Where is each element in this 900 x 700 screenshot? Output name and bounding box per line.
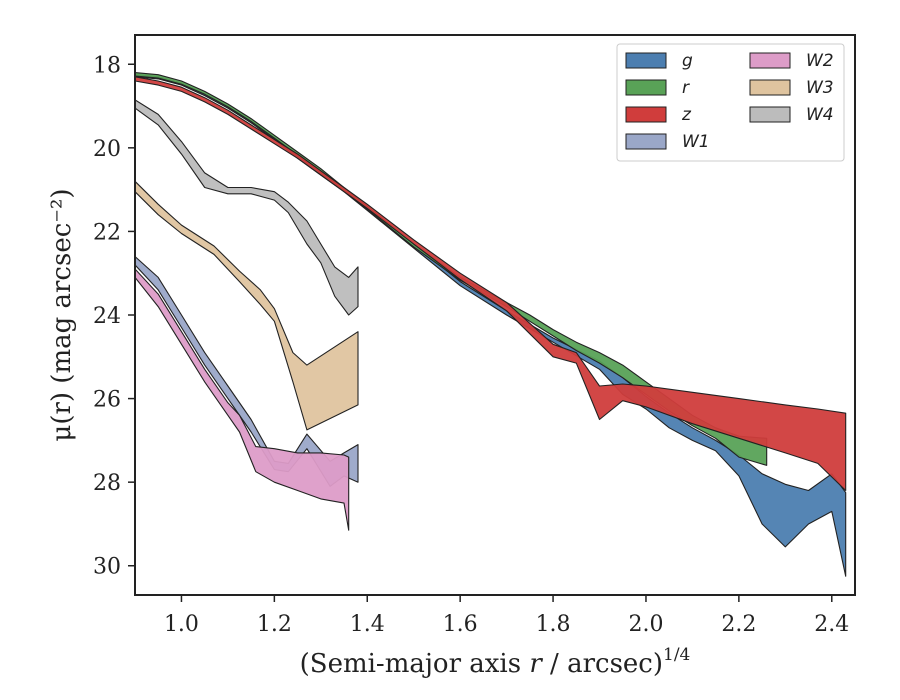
legend-box xyxy=(616,43,845,162)
series-bands xyxy=(135,72,847,577)
legend-swatch-w2 xyxy=(749,52,791,69)
legend-label-w4: W4 xyxy=(806,105,834,125)
y-tick-label: 18 xyxy=(93,53,121,78)
y-tick-label: 28 xyxy=(93,471,121,496)
legend-swatch-g xyxy=(625,52,667,69)
x-tick-label: 2.0 xyxy=(628,612,663,637)
legend-swatch-r xyxy=(625,79,667,96)
x-tick-label: 1.8 xyxy=(536,612,571,637)
x-axis: 1.0 1.2 1.4 1.6 1.8 2.0 2.2 2.4 xyxy=(164,595,849,637)
legend: grz W1 W2 W3 W4 xyxy=(616,43,845,162)
y-tick-label: 30 xyxy=(93,555,121,580)
legend-swatch-w4 xyxy=(749,106,791,123)
legend-label-w1: W1 xyxy=(682,132,710,152)
legend-label-g: g xyxy=(682,51,693,71)
band-w2 xyxy=(135,268,350,531)
y-axis: 18 20 22 24 26 28 30 xyxy=(93,53,135,580)
y-tick-label: 22 xyxy=(93,220,121,245)
band-w3 xyxy=(135,180,359,431)
legend-label-w2: W2 xyxy=(806,51,834,71)
y-axis-label: μ(r) (mag arcsec⁻²) xyxy=(47,188,77,441)
x-tick-label: 1.0 xyxy=(164,612,199,637)
x-tick-label: 1.4 xyxy=(350,612,385,637)
legend-swatch-w1 xyxy=(625,133,667,150)
legend-swatch-w3 xyxy=(749,79,791,96)
legend-label-r: r xyxy=(682,78,690,98)
x-tick-label: 1.2 xyxy=(257,612,292,637)
legend-label-z: z xyxy=(681,105,692,125)
legend-swatch-z xyxy=(625,106,667,123)
band-w4 xyxy=(135,99,359,316)
legend-label-w3: W3 xyxy=(806,78,834,98)
x-tick-label: 2.4 xyxy=(814,612,849,637)
y-tick-label: 20 xyxy=(93,137,121,162)
x-axis-label: (Semi-major axis r / arcsec)1/4 xyxy=(300,645,691,679)
x-tick-label: 1.6 xyxy=(443,612,478,637)
band-z xyxy=(135,76,847,492)
y-tick-label: 24 xyxy=(93,304,121,329)
x-tick-label: 2.2 xyxy=(721,612,756,637)
y-tick-label: 26 xyxy=(93,388,121,413)
